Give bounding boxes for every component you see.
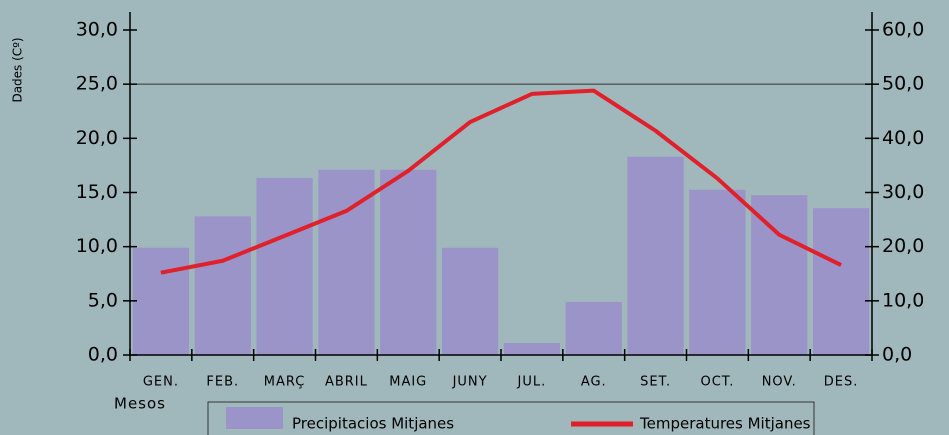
bar (565, 301, 622, 355)
x-tick-label: MAIG (389, 375, 427, 390)
y-tick-label: 30,0 (76, 19, 118, 41)
y2-tick-label: 50,0 (882, 73, 924, 95)
bar (627, 156, 684, 355)
y-tick-label: 0,0 (88, 344, 118, 366)
bar (441, 247, 499, 355)
x-tick-label: DES. (824, 375, 859, 390)
bar (256, 177, 313, 355)
x-tick-label: JUL. (517, 375, 547, 390)
x-tick-label: GEN. (143, 375, 179, 390)
x-tick-label: JUNY (452, 375, 488, 390)
y-tick-label: 20,0 (76, 127, 118, 149)
bar (132, 247, 190, 355)
y2-tick-label: 10,0 (882, 289, 924, 311)
bar (380, 169, 437, 355)
y-tick-label: 15,0 (76, 181, 118, 203)
legend-label: Precipitacios Mitjanes (292, 415, 454, 433)
y2-tick-label: 0,0 (882, 344, 912, 366)
bar (194, 216, 251, 355)
y2-tick-label: 60,0 (882, 19, 924, 41)
y2-tick-label: 20,0 (882, 235, 924, 257)
bar (812, 208, 870, 355)
line-series (160, 88, 842, 275)
x-tick-label: NOV. (762, 375, 797, 390)
y2-tick-label: 30,0 (882, 181, 924, 203)
bar (503, 343, 561, 355)
y-tick-label: 25,0 (76, 73, 118, 95)
legend-box (207, 401, 815, 435)
legend-label: Temperatures Mitjanes (639, 415, 811, 433)
y-tick-label: 5,0 (88, 289, 118, 311)
y-axis-label: Dades (Cº) (11, 37, 25, 102)
legend-swatch (226, 407, 283, 429)
x-tick-label: OCT. (700, 375, 734, 390)
x-tick-label: ABRIL (325, 375, 368, 390)
x-tick-label: FEB. (206, 375, 239, 390)
x-tick-label: AG. (581, 375, 607, 390)
bar (689, 189, 746, 355)
bar (751, 195, 808, 355)
x-tick-label: MARÇ (264, 375, 306, 390)
x-tick-label: SET. (640, 375, 671, 390)
y-tick-label: 10,0 (76, 235, 118, 257)
x-axis-label: Mesos (114, 395, 166, 413)
y2-tick-label: 40,0 (882, 127, 924, 149)
